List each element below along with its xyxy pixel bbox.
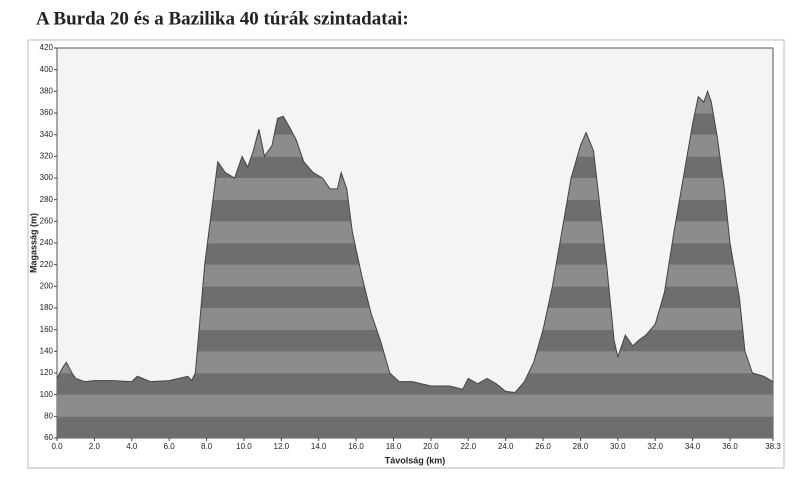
y-tick-label: 180 (40, 303, 54, 312)
chart-title: A Burda 20 és a Bazilika 40 túrák szinta… (36, 8, 409, 29)
y-axis-label: Magasság (m) (28, 213, 38, 273)
x-tick-label: 24.0 (498, 442, 514, 451)
x-tick-label: 38.3 (765, 442, 781, 451)
y-tick-label: 420 (40, 43, 54, 52)
x-axis-label: Távolság (km) (385, 455, 446, 465)
area-fill (57, 91, 773, 438)
y-tick-label: 340 (40, 130, 54, 139)
y-tick-label: 380 (40, 86, 54, 95)
x-tick-label: 4.0 (126, 442, 138, 451)
x-tick-label: 34.0 (685, 442, 701, 451)
y-tick-label: 200 (40, 281, 54, 290)
y-tick-label: 400 (40, 65, 54, 74)
x-tick-label: 14.0 (311, 442, 327, 451)
area-line (56, 89, 774, 394)
x-tick-label: 12.0 (274, 442, 290, 451)
y-tick-label: 300 (40, 173, 54, 182)
x-tick-label: 0.0 (51, 442, 63, 451)
y-tick-label: 320 (40, 151, 54, 160)
y-tick-label: 100 (40, 390, 54, 399)
x-tick-label: 26.0 (535, 442, 551, 451)
y-tick-label: 140 (40, 346, 54, 355)
y-tick-label: 260 (40, 216, 54, 225)
y-tick-label: 60 (44, 433, 53, 442)
y-tick-label: 160 (40, 325, 54, 334)
x-tick-label: 36.0 (722, 442, 738, 451)
x-tick-label: 20.0 (423, 442, 439, 451)
y-tick-label: 80 (44, 411, 53, 420)
y-tick-label: 280 (40, 195, 54, 204)
y-tick-label: 220 (40, 260, 54, 269)
y-tick-label: 120 (40, 368, 54, 377)
x-tick-label: 10.0 (236, 442, 252, 451)
y-tick-label: 360 (40, 108, 54, 117)
x-tick-label: 6.0 (164, 442, 176, 451)
x-tick-label: 22.0 (460, 442, 476, 451)
x-tick-label: 30.0 (610, 442, 626, 451)
x-tick-label: 18.0 (386, 442, 402, 451)
y-tick-label: 240 (40, 238, 54, 247)
x-tick-label: 8.0 (201, 442, 213, 451)
x-tick-label: 2.0 (89, 442, 101, 451)
x-tick-label: 28.0 (573, 442, 589, 451)
x-tick-label: 32.0 (647, 442, 663, 451)
x-tick-label: 16.0 (348, 442, 364, 451)
